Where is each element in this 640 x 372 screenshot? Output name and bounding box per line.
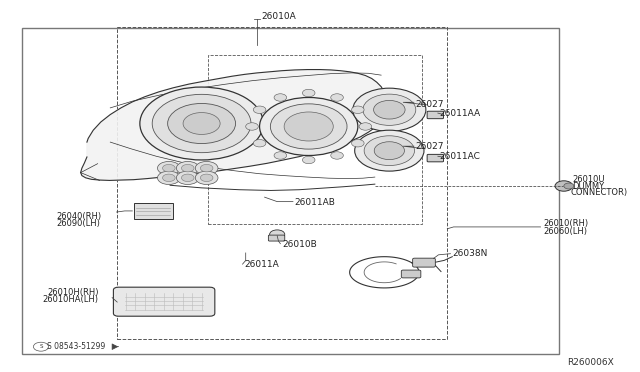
Circle shape [163,164,175,172]
Text: 26027: 26027 [416,100,444,109]
Circle shape [331,152,343,159]
Text: 26027: 26027 [416,142,444,151]
Circle shape [168,103,236,144]
Circle shape [374,100,405,119]
Text: 26040(RH): 26040(RH) [57,212,102,221]
Circle shape [359,123,372,130]
Circle shape [181,174,194,182]
Text: 26060(LH): 26060(LH) [543,227,587,236]
Text: 26011AC: 26011AC [440,153,481,161]
Text: CONNECTOR): CONNECTOR) [570,188,627,197]
FancyBboxPatch shape [134,203,173,219]
Text: 26011AB: 26011AB [295,198,336,207]
Circle shape [374,142,404,160]
Circle shape [177,161,199,175]
Circle shape [33,342,49,351]
Text: 26010A: 26010A [262,12,296,21]
Circle shape [200,174,213,182]
Circle shape [183,113,220,134]
Text: 26011AA: 26011AA [440,109,481,118]
Text: 26038N: 26038N [452,249,488,258]
FancyBboxPatch shape [113,287,215,316]
Bar [22,28,559,354]
Circle shape [157,161,180,175]
Circle shape [353,88,426,131]
Circle shape [269,230,285,239]
FancyBboxPatch shape [413,258,435,267]
Text: 26090(LH): 26090(LH) [57,219,100,228]
Text: 26010U: 26010U [572,175,605,184]
Circle shape [564,183,574,189]
Circle shape [157,171,180,185]
Circle shape [177,171,199,185]
Text: 26011A: 26011A [244,260,279,269]
Text: 26010HA(LH): 26010HA(LH) [43,295,99,304]
FancyBboxPatch shape [427,154,444,162]
Circle shape [253,106,266,113]
Circle shape [195,161,218,175]
Circle shape [152,94,251,153]
Circle shape [274,94,287,101]
Circle shape [260,97,358,155]
Circle shape [195,171,218,185]
Circle shape [351,140,364,147]
Circle shape [140,87,263,160]
Circle shape [200,164,213,172]
Circle shape [253,140,266,147]
Circle shape [331,94,343,101]
FancyBboxPatch shape [401,270,421,278]
FancyBboxPatch shape [427,111,444,119]
Text: R260006X: R260006X [568,358,614,367]
Bar [208,55,422,224]
FancyBboxPatch shape [268,235,285,241]
Circle shape [363,94,416,125]
Text: 26010B: 26010B [282,240,317,249]
Polygon shape [81,70,387,180]
Text: 26010H(RH): 26010H(RH) [47,288,99,296]
Text: 26010(RH): 26010(RH) [543,219,588,228]
Circle shape [355,130,424,171]
Bar [116,27,447,339]
Circle shape [270,104,347,149]
Circle shape [302,89,315,97]
Circle shape [284,112,333,141]
Circle shape [364,136,415,166]
Circle shape [163,174,175,182]
Text: S 08543-51299: S 08543-51299 [47,342,106,351]
Circle shape [181,164,194,172]
Circle shape [302,156,315,164]
Circle shape [555,181,573,191]
Circle shape [274,152,287,159]
Text: S: S [39,344,43,349]
Circle shape [351,106,364,113]
Circle shape [246,123,259,130]
Text: DUMMY: DUMMY [572,182,604,190]
